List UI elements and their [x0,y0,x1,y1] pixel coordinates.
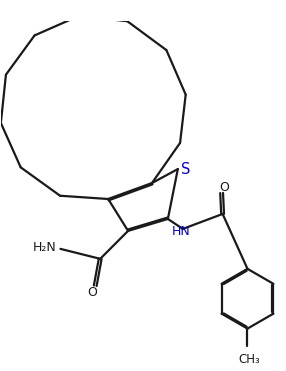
Text: H₂N: H₂N [32,241,56,254]
Text: CH₃: CH₃ [238,353,260,366]
Text: O: O [87,286,97,299]
Text: S: S [181,162,191,177]
Text: O: O [219,181,229,194]
Text: HN: HN [172,225,191,238]
